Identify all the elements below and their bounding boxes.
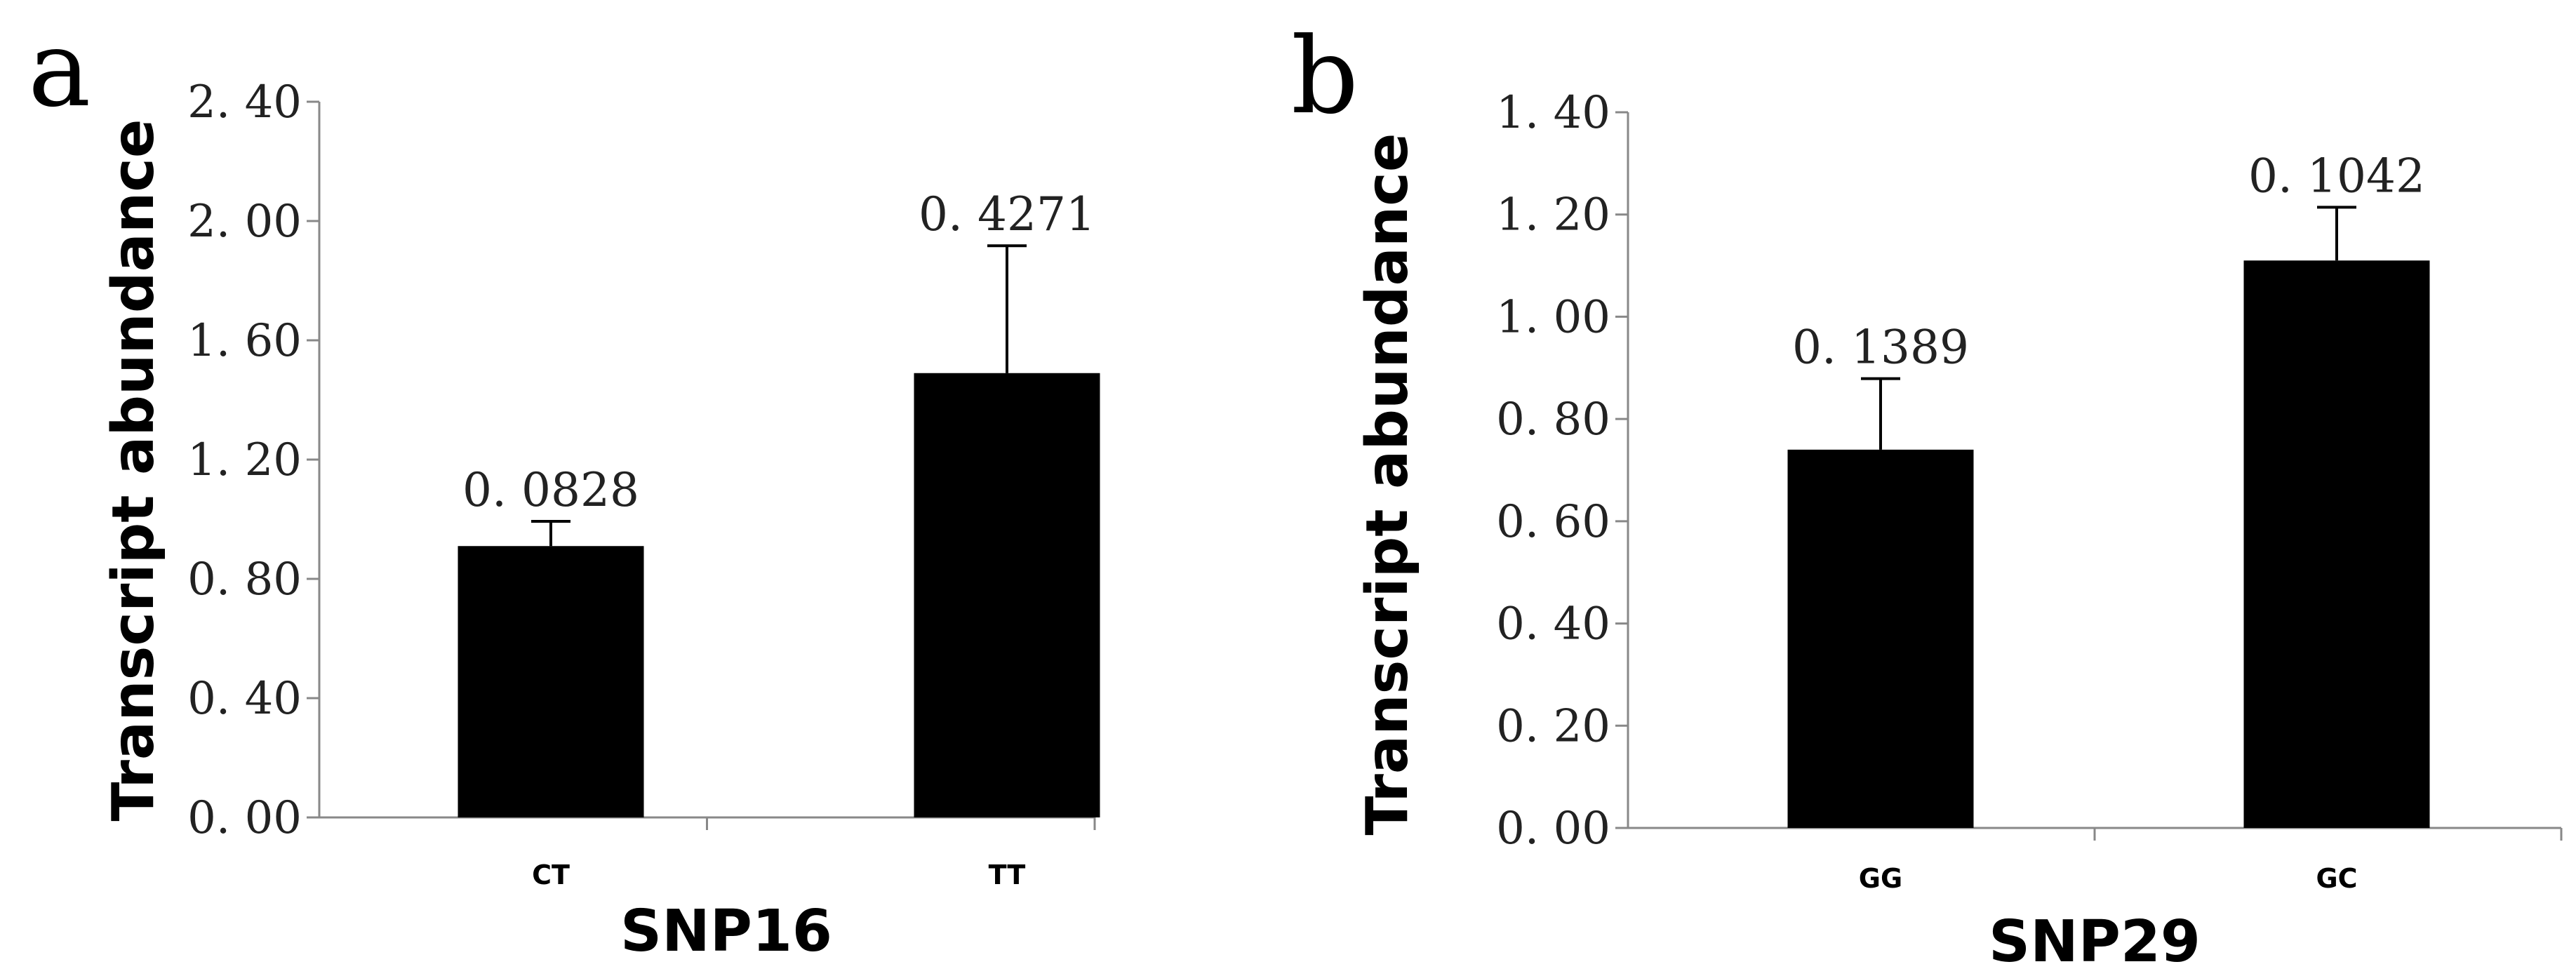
y-tick-label: 2. 00 [187,196,302,248]
y-tick-label: 0. 80 [1496,394,1610,446]
y-tick-label: 0. 20 [1496,700,1610,752]
x-axis-label: SNP16 [620,898,832,965]
x-axis-label: SNP29 [1989,909,2201,975]
bar [914,373,1100,817]
y-ticks: 0. 00 0. 40 0. 80 1. 20 1. 60 2. 00 2. 40 [187,76,1096,844]
y-tick-label: 2. 40 [187,76,302,128]
chart-panel-a: a Transcript abundance SNP16 0. 000. 400… [28,8,1100,965]
data-label: 0. 4271 [919,187,1095,241]
y-tick-label: 1. 20 [187,434,302,486]
data-label: 0. 1042 [2248,149,2425,203]
bar [1787,449,1974,828]
y-tick-label: 0. 60 [1496,496,1610,548]
y-tick-label: 0. 00 [1496,803,1610,855]
y-tick-label: 0. 80 [187,554,302,606]
y-tick-label: 1. 20 [1496,189,1610,241]
panel-letter-a: a [28,8,91,131]
y-tick-label: 0. 00 [187,792,302,844]
category-label: TT [989,860,1026,890]
bars: 0. 1389 GG 0. 1042 GC [1787,149,2430,894]
panel-letter-b: b [1291,15,1359,138]
y-axis-label: Transcript abundance [1354,133,1421,836]
data-label: 0. 0828 [462,463,639,517]
chart-panel-b: b Transcript abundance SNP29 0. 00 0. 20 0… [1291,15,2563,975]
data-label: 0. 1389 [1792,321,1969,375]
y-tick-label: 1. 60 [187,315,302,367]
y-tick-label: 0. 40 [187,673,302,725]
y-axis-label: Transcript abundance [100,119,167,822]
bars: 0. 0828 CT 0. 4271 TT [458,187,1100,890]
bar [458,546,644,817]
category-label: GC [2316,863,2357,894]
category-label: GG [1859,863,1902,894]
bar [2243,260,2430,828]
category-label: CT [532,860,570,890]
y-tick-label: 0. 40 [1496,599,1610,650]
y-tick-label: 1. 00 [1496,291,1610,343]
y-tick-label: 1. 40 [1496,87,1610,139]
